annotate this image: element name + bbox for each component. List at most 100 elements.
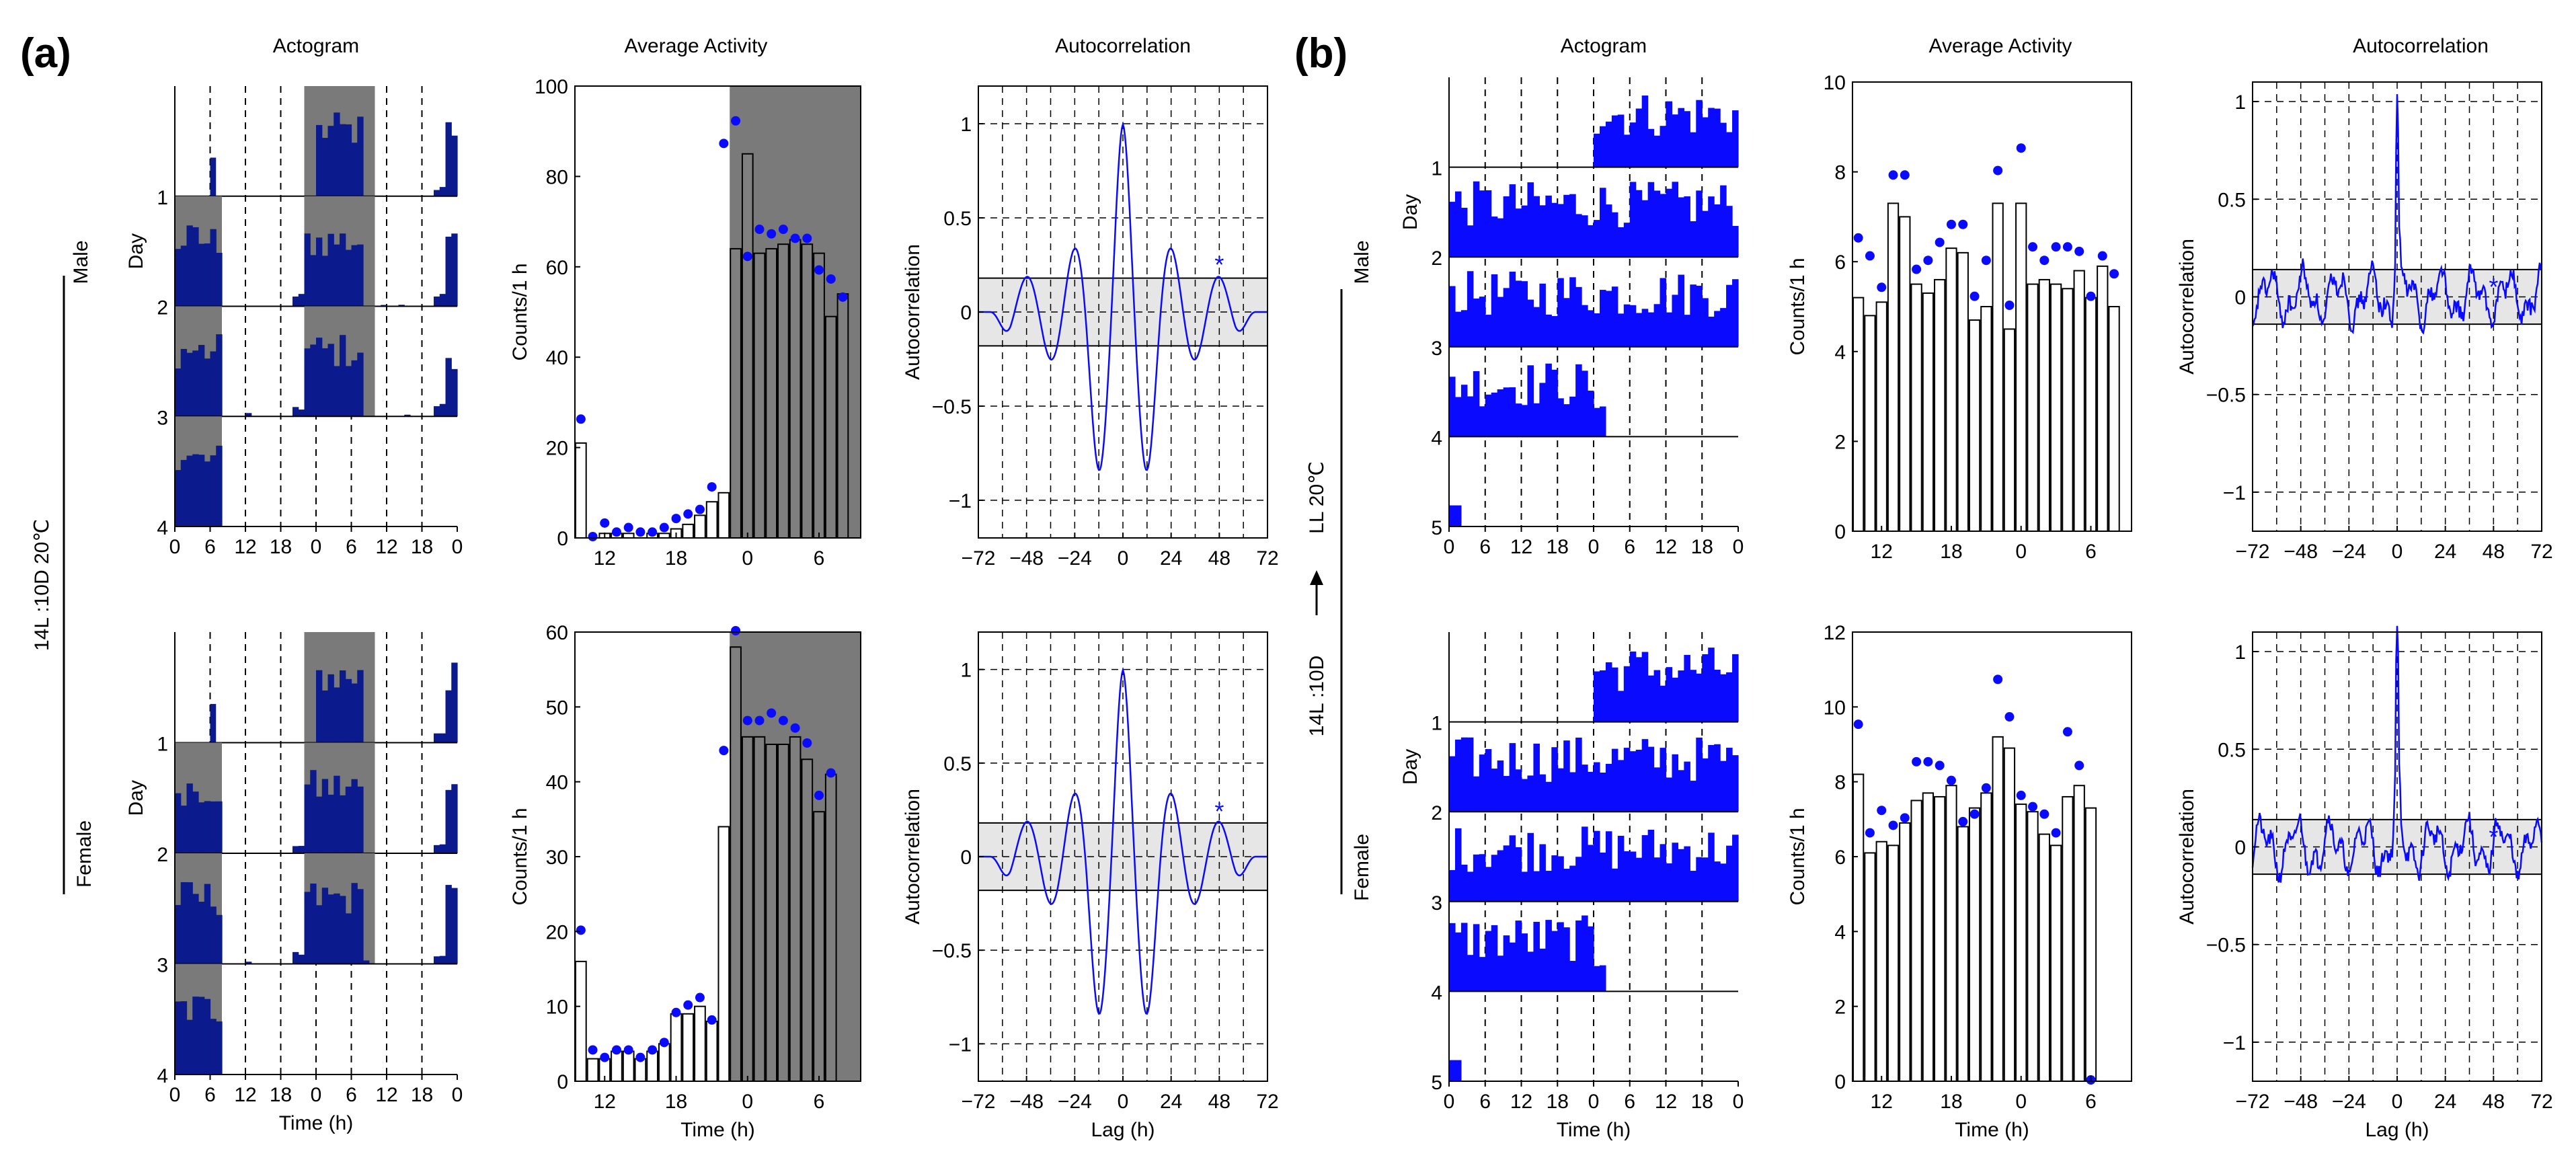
activity-bar: [1690, 871, 1696, 902]
x-tick-label: 6: [2085, 1091, 2097, 1113]
average-0-0: 0 20 40 60 80 100 12 18 0 6: [535, 76, 861, 570]
average-dot: [790, 233, 800, 243]
activity-bar: [439, 955, 446, 964]
activity-bar: [1605, 204, 1612, 258]
activity-bar: [1702, 117, 1709, 167]
activity-bar: [1473, 298, 1480, 347]
activity-bar: [1690, 132, 1696, 167]
activity-bar: [439, 294, 446, 307]
activity-bar: [1460, 737, 1468, 812]
x-tick-label: −24: [2332, 1091, 2366, 1113]
title-autocorr-a: Autocorrelation: [1055, 35, 1191, 57]
x-tick-label: 0: [311, 536, 322, 558]
average-ylabel: Counts/1 h: [1787, 258, 1809, 355]
activity-bar: [198, 902, 205, 964]
activity-bar: [327, 674, 334, 743]
average-bar: [1992, 736, 2004, 1083]
activity-bar: [1485, 315, 1492, 347]
y-tick-label: 30: [546, 847, 568, 869]
activity-bar: [1479, 754, 1486, 812]
day-label: 3: [157, 955, 168, 977]
average-bar: [1887, 202, 1900, 532]
activity-bar: [186, 783, 193, 853]
activity-bar: [1575, 286, 1582, 347]
average-dot: [611, 527, 621, 537]
activity-bar: [216, 801, 223, 853]
activity-bar: [1582, 215, 1588, 258]
average-dot: [1900, 813, 1910, 823]
activity-bar: [451, 368, 458, 417]
x-tick-label: −24: [1058, 547, 1092, 570]
average-dot: [1865, 828, 1875, 838]
x-tick-label: 12: [1655, 1091, 1677, 1113]
activity-bar: [1647, 675, 1655, 722]
activity-bar: [1672, 295, 1679, 347]
activity-bar: [1684, 761, 1690, 812]
activity-bar: [334, 893, 340, 964]
x-tick-label: 0: [2392, 1091, 2403, 1113]
activity-bar: [292, 297, 299, 307]
activity-bar: [1545, 195, 1552, 258]
average-dot: [600, 518, 610, 528]
activity-bar: [357, 352, 364, 417]
activity-bar: [1696, 190, 1703, 258]
sex-label-a-male: Male: [70, 240, 92, 284]
average-dot: [790, 723, 800, 733]
activity-bar: [434, 297, 440, 307]
sex-label-b-female: Female: [1351, 834, 1373, 901]
activity-bar: [1599, 773, 1606, 812]
average-dot: [707, 1015, 717, 1025]
activity-bar: [1684, 654, 1690, 722]
activity-bar: [1714, 108, 1721, 167]
activity-bar: [180, 348, 188, 417]
activity-bar: [351, 143, 358, 196]
x-tick-label: −48: [2284, 541, 2318, 563]
activity-bar: [1460, 310, 1468, 347]
peak-star-marker: *: [1214, 797, 1224, 825]
autocorr-curve: [2251, 625, 2543, 883]
activity-bar: [1594, 830, 1600, 902]
activity-bar: [345, 678, 352, 743]
activity-bar: [180, 460, 188, 526]
activity-bar: [1599, 965, 1606, 992]
activity-bar: [1660, 844, 1667, 902]
x-tick-label: 18: [665, 547, 687, 570]
activity-bar: [1684, 846, 1690, 902]
average-dot: [719, 139, 729, 149]
average-dot: [1935, 237, 1945, 247]
activity-bar: [1551, 369, 1558, 437]
average-bar: [575, 442, 587, 539]
activity-bar: [1503, 387, 1510, 437]
activity-bar: [1611, 667, 1618, 722]
day-label: 4: [157, 517, 168, 539]
activity-bar: [204, 884, 211, 964]
activity-bar: [1569, 961, 1576, 992]
average-dot: [1888, 820, 1898, 830]
x-tick-label: 72: [2530, 1091, 2552, 1113]
average-dot: [2051, 828, 2061, 838]
activity-bar: [1641, 652, 1649, 722]
activity-bar: [1491, 855, 1498, 902]
average-dot: [2074, 760, 2084, 771]
average-bar: [2050, 845, 2062, 1083]
activity-bar: [1503, 845, 1510, 902]
average-dot: [1993, 165, 2003, 175]
average-dot: [2039, 809, 2050, 819]
activity-bar: [1509, 184, 1516, 258]
activity-bar: [1491, 217, 1498, 258]
x-tick-label: 12: [1510, 1091, 1532, 1113]
activity-bar: [1708, 648, 1715, 722]
activity-bar: [210, 906, 217, 964]
activity-bar: [1599, 406, 1606, 437]
activity-bar: [1653, 135, 1661, 167]
activity-bar: [192, 997, 199, 1075]
average-dot: [1923, 256, 1933, 266]
activity-bar: [1588, 310, 1594, 347]
activity-bar: [1527, 299, 1534, 347]
activity-bar: [1599, 852, 1606, 902]
activity-bar: [292, 951, 299, 964]
x-tick-label: 12: [1871, 541, 1893, 563]
y-tick-label: 50: [546, 697, 568, 719]
y-tick-label: 1: [2234, 91, 2246, 114]
